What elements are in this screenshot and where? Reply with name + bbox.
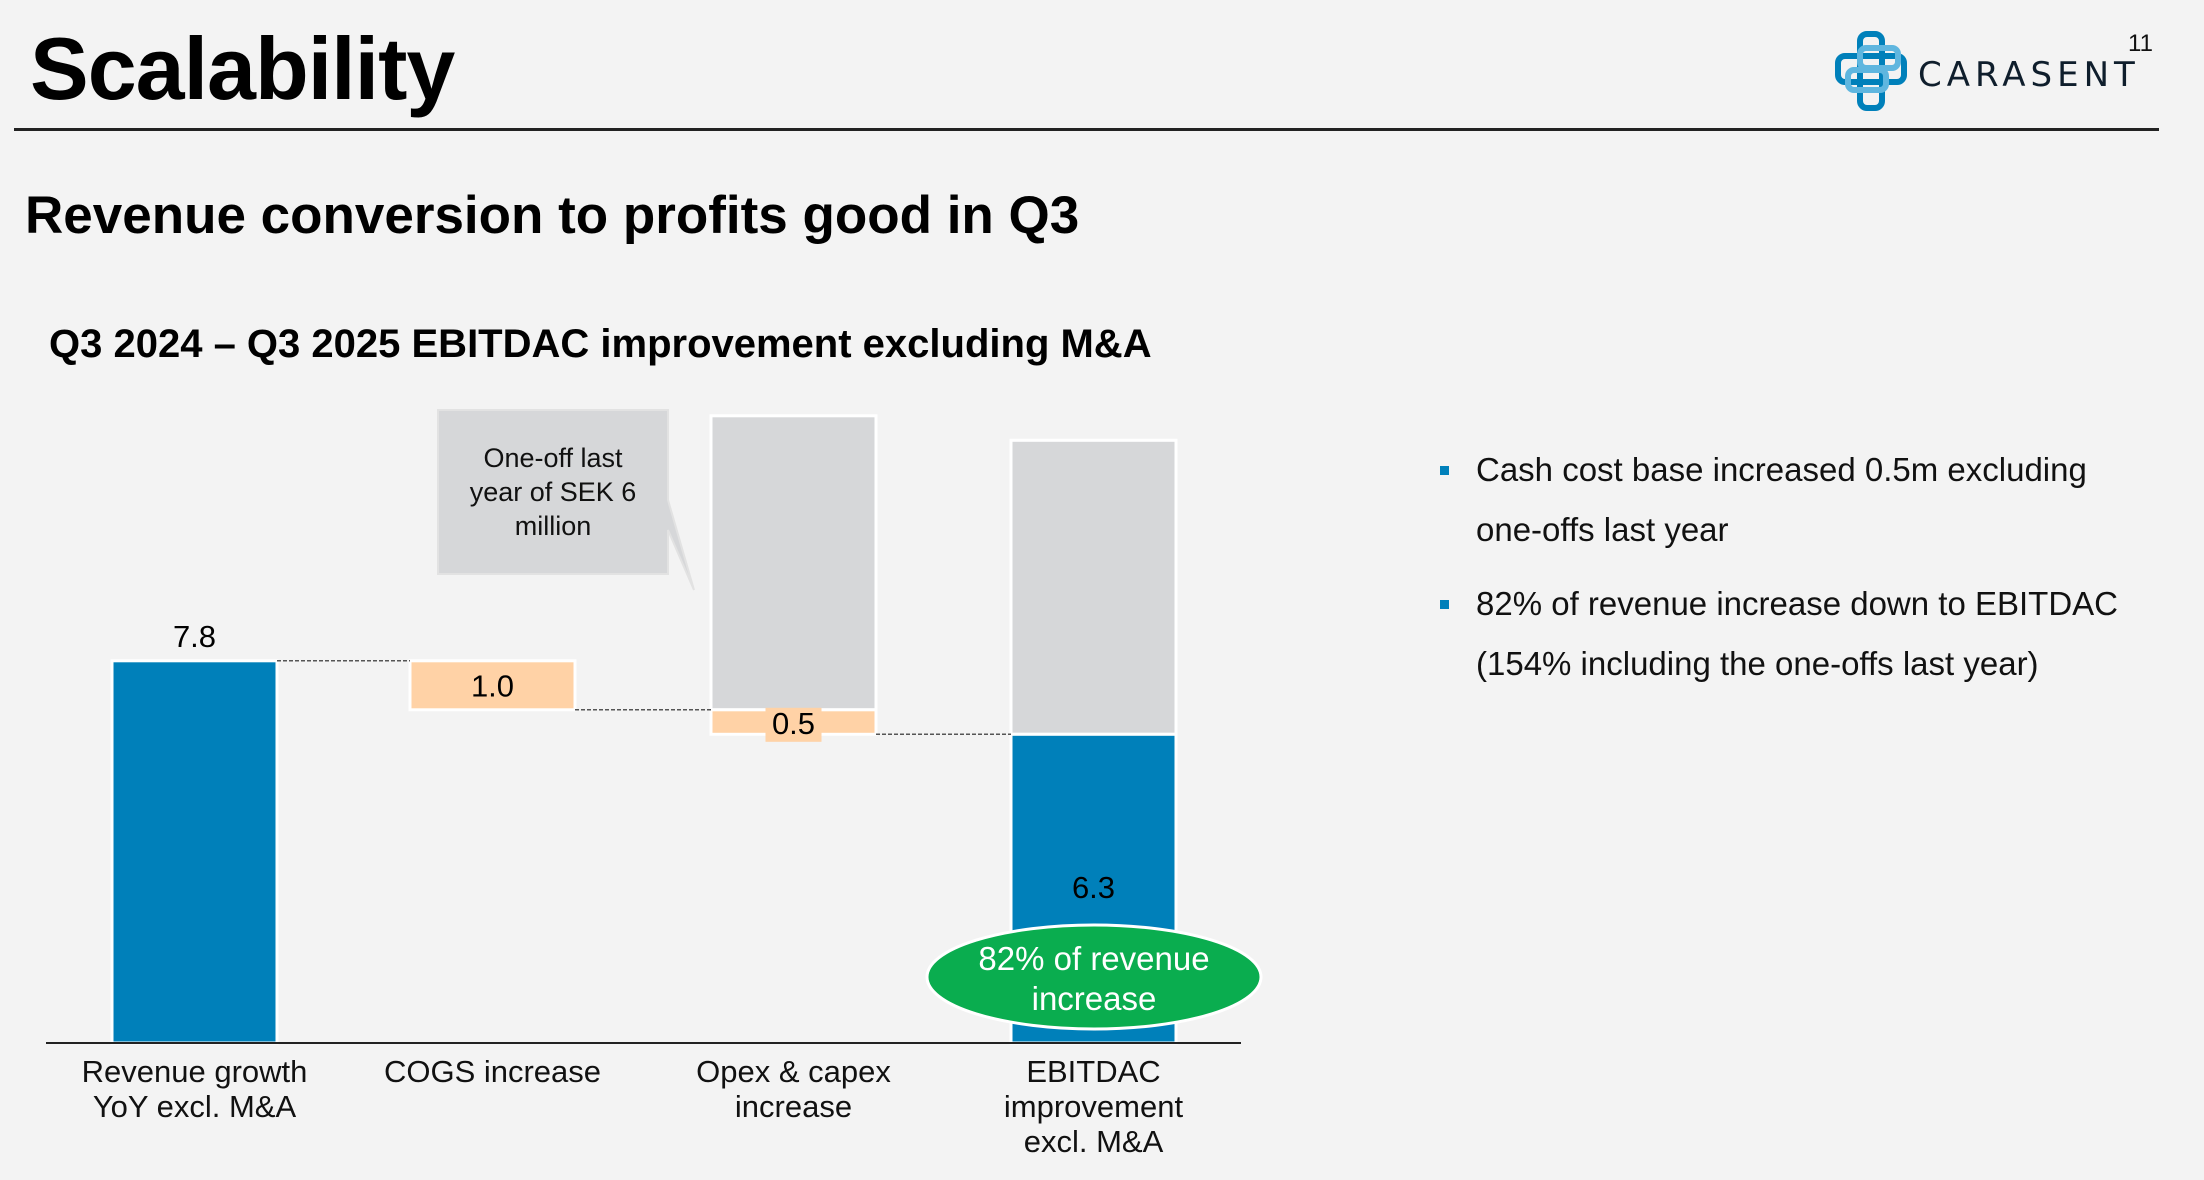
data-label: 7.8: [173, 619, 216, 654]
x-tick-label: excl. M&A: [1024, 1124, 1164, 1159]
data-label: 0.5: [772, 706, 815, 741]
x-tick-label: Revenue growth: [82, 1054, 308, 1089]
slide-subtitle: Revenue conversion to profits good in Q3: [25, 186, 1080, 245]
x-tick-label: EBITDAC: [1026, 1054, 1160, 1089]
one-off-bar: [1009, 438, 1178, 736]
callout-text: One-off last: [483, 443, 623, 473]
data-label: 6.3: [1072, 870, 1115, 905]
page-number: 11: [2128, 30, 2153, 57]
bullet-list: Cash cost base increased 0.5m excluding …: [1440, 440, 2140, 708]
carasent-logo: CARASENT: [1835, 31, 2140, 111]
bullet-item: Cash cost base increased 0.5m excluding …: [1440, 440, 2140, 560]
x-tick-label: improvement: [1004, 1089, 1184, 1124]
data-label: 1.0: [471, 668, 514, 703]
total-bar: [110, 659, 279, 1045]
callout-box: [437, 409, 695, 591]
callout-text: million: [515, 511, 592, 541]
one-off-bar: [709, 414, 878, 712]
decrease-bar: [408, 659, 577, 712]
chart-title: Q3 2024 – Q3 2025 EBITDAC improvement ex…: [49, 322, 1152, 366]
x-tick-label: YoY excl. M&A: [93, 1089, 297, 1124]
slide-title: Scalability: [30, 19, 455, 118]
bullet-item: 82% of revenue increase down to EBITDAC …: [1440, 574, 2140, 694]
x-tick-label: COGS increase: [384, 1054, 601, 1089]
logo-text: CARASENT: [1918, 55, 2140, 95]
highlight-badge-text: 82% of revenue: [978, 940, 1209, 977]
highlight-badge-text: increase: [1032, 980, 1157, 1017]
x-tick-label: increase: [735, 1089, 852, 1124]
header-divider: [14, 128, 2159, 131]
highlight-badge: [925, 923, 1263, 1031]
callout-text: year of SEK 6: [470, 477, 637, 507]
x-tick-label: Opex & capex: [696, 1054, 891, 1089]
data-label-bg: [765, 707, 822, 742]
